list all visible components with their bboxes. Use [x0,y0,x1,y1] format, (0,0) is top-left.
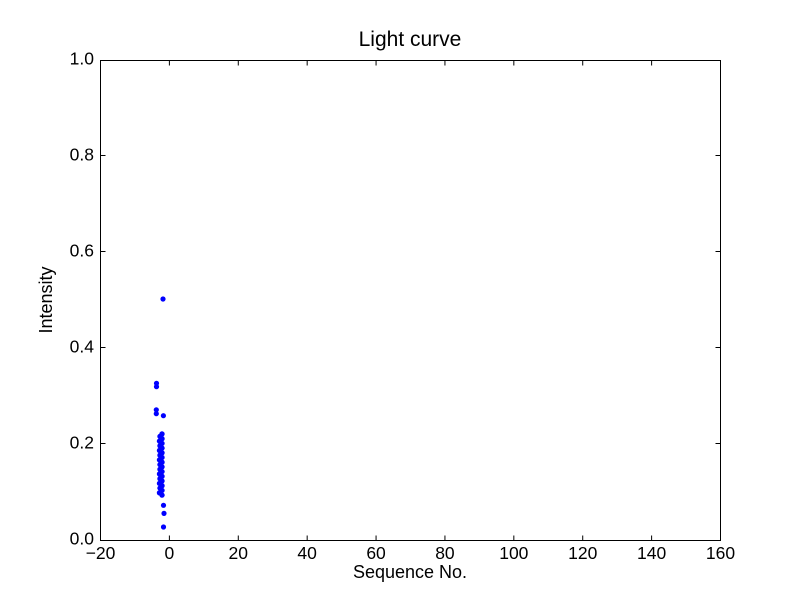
svg-text:0.2: 0.2 [70,433,94,453]
svg-text:Light curve: Light curve [359,28,462,51]
svg-text:Sequence No.: Sequence No. [353,562,467,582]
svg-text:0: 0 [165,543,175,563]
svg-text:140: 140 [637,543,666,563]
svg-text:100: 100 [499,543,528,563]
svg-text:80: 80 [435,543,455,563]
svg-text:120: 120 [568,543,597,563]
svg-text:0.0: 0.0 [70,529,95,549]
svg-text:0.4: 0.4 [70,337,95,357]
svg-text:1.0: 1.0 [70,49,95,69]
svg-text:160: 160 [706,543,735,563]
svg-text:0.8: 0.8 [70,145,94,165]
svg-text:0.6: 0.6 [70,241,94,261]
svg-text:20: 20 [229,543,249,563]
svg-text:60: 60 [366,543,386,563]
svg-text:40: 40 [297,543,317,563]
svg-text:Intensity: Intensity [36,266,56,333]
